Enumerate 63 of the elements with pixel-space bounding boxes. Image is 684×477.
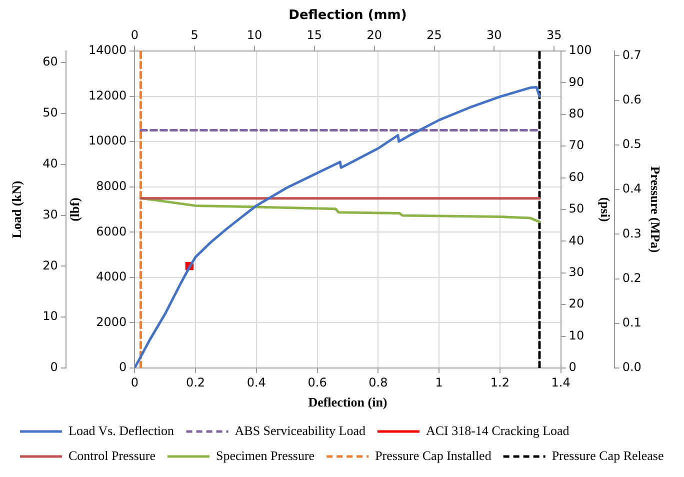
x-tick-label: 0.8 bbox=[368, 375, 388, 390]
legend-label: ACI 318-14 Cracking Load bbox=[426, 422, 570, 438]
text: 0.6 bbox=[622, 92, 642, 106]
y3-tick-label: 60 bbox=[42, 54, 58, 69]
y-tick-label: 14000 bbox=[88, 43, 127, 58]
y2-axis-title: (psi) bbox=[598, 197, 614, 222]
x-tick-label: 0.2 bbox=[186, 375, 206, 390]
text: 0.0 bbox=[622, 360, 642, 374]
y2-tick-label: 30 bbox=[568, 265, 584, 280]
y-axis-title: (lbf) bbox=[67, 198, 82, 222]
text: 0.5 bbox=[622, 137, 642, 152]
legend-label: Specimen Pressure bbox=[216, 448, 315, 463]
legend-label: Pressure Cap Release bbox=[552, 448, 664, 463]
x-tick-label: 0 bbox=[130, 375, 138, 390]
x-tick-label: 1 bbox=[435, 375, 443, 390]
x2-tick-label: 0 bbox=[130, 28, 138, 42]
y2-tick-label: 60 bbox=[568, 170, 584, 184]
x-tick-label: 0.4 bbox=[246, 375, 266, 390]
y2-tick-label: 0 bbox=[568, 360, 576, 374]
y3-tick-label: 50 bbox=[42, 106, 58, 120]
y-tick-label: 12000 bbox=[88, 88, 127, 102]
y-tick-label: 8000 bbox=[96, 178, 127, 193]
text: 0.4 bbox=[622, 182, 642, 196]
legend-label: Load Vs. Deflection bbox=[68, 422, 175, 438]
y-tick-label: 6000 bbox=[96, 224, 127, 238]
y2-tick-label: 50 bbox=[568, 202, 584, 216]
x2-tick-label: 30 bbox=[486, 28, 502, 42]
text: 0.1 bbox=[622, 316, 642, 330]
x2-tick-label: 10 bbox=[246, 28, 262, 42]
x2-tick-label: 5 bbox=[190, 28, 198, 42]
y2-tick-label: 70 bbox=[568, 138, 584, 152]
y2-tick-label: 100 bbox=[568, 43, 592, 58]
x2-tick-label: 25 bbox=[426, 28, 442, 42]
y3-axis-title: Load (kN) bbox=[9, 180, 24, 238]
y2-tick-label: 80 bbox=[568, 106, 584, 121]
y-tick-label: 2000 bbox=[96, 314, 127, 329]
x2-tick-label: 20 bbox=[366, 28, 382, 42]
y2-tick-label: 90 bbox=[568, 74, 584, 89]
y2-tick-label: 20 bbox=[568, 296, 584, 311]
text: 0.2 bbox=[622, 270, 642, 285]
y2-tick-label: 10 bbox=[568, 328, 584, 342]
x2-tick-label: 35 bbox=[546, 28, 562, 42]
x-axis-title: Deflection (in) bbox=[308, 394, 388, 410]
x2-axis-title: Deflection (mm) bbox=[288, 8, 407, 24]
y-tick-label: 4000 bbox=[96, 270, 127, 284]
y3-tick-label: 30 bbox=[42, 207, 58, 222]
y3-tick-label: 20 bbox=[42, 258, 58, 272]
x-tick-label: 1.4 bbox=[551, 375, 570, 390]
text: 0.3 bbox=[622, 226, 642, 240]
x-tick-label: 0.6 bbox=[308, 375, 327, 390]
y2-tick-label: 40 bbox=[568, 233, 584, 248]
x-tick-label: 1.2 bbox=[490, 375, 510, 390]
legend-label: ABS Serviceability Load bbox=[234, 422, 366, 438]
text: 0.7 bbox=[622, 48, 642, 62]
legend-label: Pressure Cap Installed bbox=[375, 448, 492, 463]
text: Pressure (MPa) bbox=[648, 166, 663, 253]
y3-tick-label: 10 bbox=[42, 309, 58, 324]
y-tick-label: 0 bbox=[119, 360, 127, 374]
legend-label: Control Pressure bbox=[68, 448, 156, 463]
y3-tick-label: 0 bbox=[50, 360, 58, 374]
x2-tick-label: 15 bbox=[306, 28, 322, 42]
y3-tick-label: 40 bbox=[42, 156, 58, 171]
y-tick-label: 10000 bbox=[88, 134, 127, 148]
